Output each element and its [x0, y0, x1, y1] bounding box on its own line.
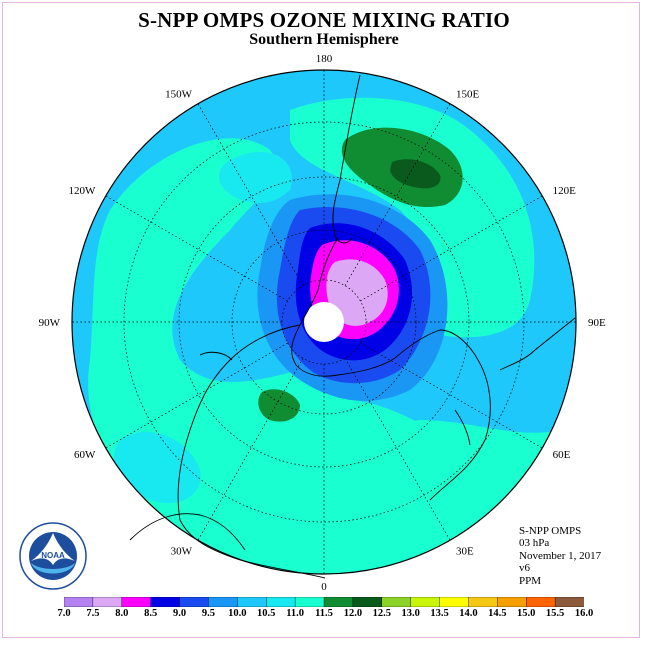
coastline-antarctic-peninsula — [291, 237, 491, 501]
colorbar-tick-13: 13.5 — [430, 608, 449, 619]
meridian-4 — [344, 358, 451, 541]
colorbar-tick-5: 9.5 — [201, 608, 215, 619]
noaa-logo: NOAA — [19, 522, 87, 590]
colorbar-tick-2: 8.0 — [115, 608, 129, 619]
band-11-south — [300, 399, 461, 555]
colorbar-tick-3: 8.5 — [144, 608, 158, 619]
latitude-circle-70s — [231, 229, 417, 415]
lon-label-4: 30E — [456, 546, 474, 558]
meridian-1 — [105, 342, 288, 449]
lon-label-6: 90E — [588, 317, 606, 329]
ozone-field — [72, 70, 576, 574]
info-date: November 1, 2017 — [519, 549, 602, 562]
colorbar-swatch-0 — [64, 597, 94, 607]
colorbar-swatch-15 — [497, 597, 527, 607]
meridian-8 — [344, 103, 451, 286]
coastline-new-zealand — [199, 351, 233, 361]
no-data-pole — [304, 302, 344, 342]
lon-label-11: 120W — [69, 185, 97, 197]
colorbar-tick-4: 9.0 — [172, 608, 187, 619]
band-10-5-blob — [218, 151, 292, 204]
band-11-5-patch-south — [258, 389, 300, 422]
lon-label-7: 120E — [553, 185, 577, 197]
colorbar-swatch-13 — [439, 597, 469, 607]
lon-label-2: 30W — [171, 546, 193, 558]
lon-label-1: 60W — [74, 449, 96, 461]
meridian-7 — [360, 195, 543, 302]
noaa-logo-water — [31, 563, 75, 574]
coastline-south-america — [332, 74, 361, 244]
latitude-circle-60s — [178, 176, 470, 468]
info-level: 03 hPa — [519, 537, 550, 550]
coastline-africa — [499, 317, 576, 371]
colorbar-swatch-8 — [294, 597, 325, 607]
coastline-australia — [129, 513, 246, 551]
lon-label-10: 150W — [165, 88, 193, 100]
colorbar-swatch-14 — [468, 597, 498, 607]
info-panel: S-NPP OMPS 03 hPa November 1, 2017 v6 PP… — [519, 525, 601, 587]
band-10-5-south — [114, 431, 201, 504]
colorbar-swatch-9 — [323, 597, 354, 607]
colorbar — [64, 597, 584, 607]
coastline-madagascar — [454, 409, 471, 446]
info-version: v6 — [519, 562, 530, 575]
colorbar-tick-18: 16.0 — [574, 608, 594, 619]
colorbar-swatch-11 — [381, 597, 412, 607]
colorbar-tick-11: 12.5 — [372, 608, 391, 619]
colorbar-tick-1: 7.5 — [86, 608, 100, 619]
meridian-5 — [360, 342, 543, 449]
colorbar-swatch-5 — [208, 597, 238, 607]
graticule — [72, 70, 576, 574]
colorbar-swatch-16 — [526, 597, 556, 607]
colorbar-tick-9: 11.5 — [315, 608, 333, 619]
colorbar-tick-12: 13.0 — [401, 608, 420, 619]
noaa-logo-text: NOAA — [41, 551, 65, 560]
colorbar-swatch-12 — [410, 597, 441, 607]
colorbar-swatch-7 — [266, 597, 296, 607]
page-subtitle: Southern Hemisphere — [249, 31, 399, 48]
latitude-circle-50s — [123, 121, 525, 523]
meridian-11 — [105, 195, 288, 302]
info-instrument: S-NPP OMPS — [519, 525, 582, 537]
colorbar-tick-15: 14.5 — [488, 608, 507, 619]
band-12-patch-north — [390, 159, 441, 189]
colorbar-tick-6: 10.0 — [228, 608, 247, 619]
colorbar-swatch-3 — [150, 597, 181, 607]
colorbar-tick-17: 15.5 — [545, 608, 565, 619]
colorbar-tick-16: 15.0 — [517, 608, 536, 619]
colorbar-tick-0: 7.0 — [57, 608, 71, 619]
meridian-10 — [197, 103, 304, 286]
lon-label-0: 90W — [39, 317, 61, 329]
colorbar-tick-10: 12.0 — [343, 608, 363, 619]
longitude-labels: 90W 60W 30W 0 30E 60E 90E 120E 150E 180 150W 120W — [39, 53, 606, 593]
colorbar-swatch-6 — [237, 597, 267, 607]
figure-frame — [2, 2, 640, 638]
colorbar-tick-14: 14.0 — [459, 608, 478, 619]
colorbar-ticks: 7.0 7.5 8.0 8.5 9.0 9.5 10.0 10.5 11.0 11.5 12.0 12… — [0, 608, 648, 622]
meridian-2 — [197, 358, 304, 541]
colorbar-tick-7: 10.5 — [257, 608, 276, 619]
colorbar-swatch-1 — [92, 597, 123, 607]
lon-label-5: 60E — [553, 449, 571, 461]
colorbar-swatch-2 — [121, 597, 152, 607]
lon-label-8: 150E — [456, 88, 480, 100]
lon-label-3: 0 — [321, 581, 327, 593]
info-units: PPM — [519, 574, 542, 587]
colorbar-swatch-4 — [179, 597, 209, 607]
colorbar-tick-8: 11.0 — [286, 608, 305, 619]
map-rim — [71, 69, 577, 575]
colorbar-swatch-17 — [554, 597, 584, 607]
lon-label-9: 180 — [316, 53, 333, 65]
noaa-logo-bird — [31, 533, 75, 565]
colorbar-swatch-10 — [352, 597, 383, 607]
page-title: S-NPP OMPS OZONE MIXING RATIO — [138, 8, 510, 32]
band-7-5-core — [326, 259, 388, 326]
